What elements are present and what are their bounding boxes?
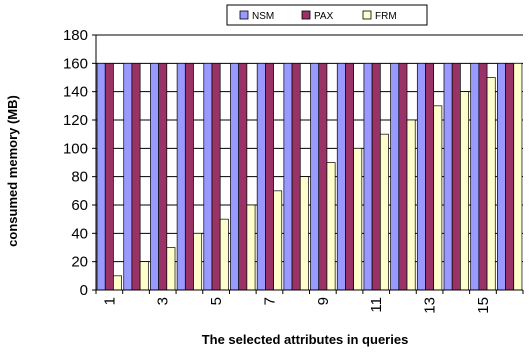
legend-swatch-pax <box>301 10 311 20</box>
legend-swatch-frm <box>362 10 372 20</box>
bar-frm-8 <box>299 176 309 291</box>
bar-pax-8 <box>291 62 301 291</box>
bar-nsm-1 <box>96 62 106 291</box>
x-tick-label: 3 <box>155 297 172 305</box>
legend-swatch-nsm <box>239 10 249 20</box>
bar-frm-13 <box>433 105 443 291</box>
bar-pax-16 <box>505 62 515 291</box>
legend-label-frm: FRM <box>375 11 397 22</box>
bar-frm-5 <box>219 218 229 291</box>
bar-nsm-14 <box>443 62 453 291</box>
bar-frm-14 <box>460 91 469 291</box>
bar-frm-11 <box>379 133 389 291</box>
y-tick-label: 140 <box>63 84 88 101</box>
y-tick-label: 160 <box>63 55 88 72</box>
bar-frm-2 <box>139 261 149 291</box>
bar-pax-7 <box>265 62 274 291</box>
legend-label-pax: PAX <box>314 11 334 22</box>
axes <box>92 34 524 294</box>
x-tick-label: 15 <box>475 297 492 314</box>
bar-nsm-11 <box>363 62 373 291</box>
legend-box <box>226 4 428 26</box>
y-tick-label: 40 <box>71 225 88 242</box>
bar-pax-3 <box>158 62 168 291</box>
bar-frm-12 <box>406 119 416 291</box>
bar-pax-13 <box>425 62 435 291</box>
y-tick-labels: 0 20 40 60 80 100 120 140 160 180 <box>63 27 88 299</box>
bar-nsm-6 <box>230 62 240 291</box>
y-tick-label: 120 <box>63 112 88 129</box>
bar-pax-15 <box>478 62 488 291</box>
y-tick-label: 80 <box>71 169 88 186</box>
bar-pax-6 <box>238 62 248 291</box>
bar-nsm-4 <box>176 62 186 291</box>
bar-nsm-5 <box>203 62 213 291</box>
x-tick-label: 13 <box>422 297 439 314</box>
bar-frm-6 <box>246 204 256 291</box>
y-tick-label: 180 <box>63 27 88 44</box>
bar-frm-10 <box>353 147 363 291</box>
bar-pax-4 <box>184 62 194 291</box>
x-tick-label: 1 <box>101 297 118 305</box>
bar-nsm-16 <box>497 62 506 291</box>
y-tick-label: 0 <box>80 282 88 299</box>
bar-nsm-9 <box>310 62 320 291</box>
bar-nsm-8 <box>283 62 293 291</box>
y-axis-title: consumed memory (MB) <box>5 95 20 247</box>
bar-pax-9 <box>318 62 328 291</box>
bar-nsm-12 <box>390 62 400 291</box>
bar-nsm-3 <box>150 62 159 291</box>
bar-frm-1 <box>113 275 122 291</box>
x-tick-label: 7 <box>261 297 278 305</box>
bar-pax-11 <box>371 62 381 291</box>
bar-pax-5 <box>211 62 221 291</box>
bar-nsm-7 <box>256 62 266 291</box>
x-tick-label: 11 <box>368 297 385 313</box>
x-axis-title: The selected attributes in queries <box>202 332 409 347</box>
bar-frm-3 <box>166 247 176 291</box>
bar-frm-7 <box>273 190 283 291</box>
bar-nsm-10 <box>336 62 346 291</box>
bar-frm-9 <box>326 162 336 291</box>
bar-frm-4 <box>193 232 203 291</box>
legend-label-nsm: NSM <box>252 11 274 22</box>
bar-pax-12 <box>398 62 408 291</box>
bar-pax-14 <box>451 62 461 291</box>
y-tick-label: 20 <box>71 254 88 271</box>
legend: NSM PAX FRM <box>226 4 428 26</box>
bar-frm-15 <box>486 77 496 291</box>
bar-nsm-13 <box>416 62 426 291</box>
bar-pax-10 <box>345 62 354 291</box>
bar-pax-1 <box>104 62 114 291</box>
y-tick-label: 60 <box>71 197 88 214</box>
bar-pax-2 <box>131 62 141 291</box>
bar-frm-16 <box>513 62 523 291</box>
x-tick-label: 9 <box>315 297 332 305</box>
bars <box>96 62 523 291</box>
bar-nsm-15 <box>470 62 480 291</box>
x-tick-label: 5 <box>208 297 225 305</box>
y-tick-label: 100 <box>63 140 88 157</box>
x-tick-labels: 1 3 5 7 9 11 13 15 <box>101 297 492 314</box>
bar-nsm-2 <box>123 62 133 291</box>
